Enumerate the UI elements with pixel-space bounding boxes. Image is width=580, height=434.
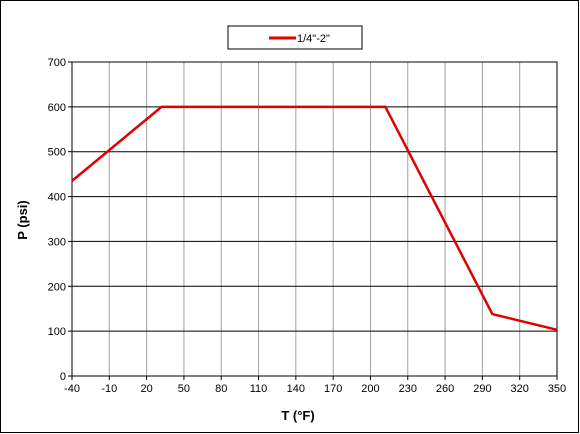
x-tick-label: 50 xyxy=(178,383,190,395)
x-tick-label: 170 xyxy=(324,383,342,395)
y-tick-label: 100 xyxy=(48,326,66,338)
y-tick-label: 700 xyxy=(48,57,66,69)
y-tick-label: 300 xyxy=(48,236,66,248)
series-layer xyxy=(71,105,558,332)
x-tick-label: -40 xyxy=(64,383,80,395)
x-tick-label: 230 xyxy=(399,383,417,395)
x-tick-label: 260 xyxy=(436,383,454,395)
x-tick-label: 290 xyxy=(473,383,491,395)
y-tick-labels: 0 100 200 300 400 500 600 700 xyxy=(48,57,66,383)
x-tick-labels: -40 -10 20 50 80 110 140 170 200 230 260 290 320 350 xyxy=(64,383,566,395)
x-tick-label: 140 xyxy=(287,383,305,395)
legend: 1/4"-2" xyxy=(227,25,363,50)
x-tick-label: 200 xyxy=(361,383,379,395)
x-tick-label: 350 xyxy=(548,383,566,395)
y-tick-label: 500 xyxy=(48,147,66,159)
x-axis-title: T (°F) xyxy=(281,408,314,423)
x-tick-label: 20 xyxy=(140,383,152,395)
vertical-gridlines xyxy=(71,62,558,380)
x-tick-label: 320 xyxy=(511,383,529,395)
legend-label: 1/4"-2" xyxy=(297,33,330,45)
series-line xyxy=(71,105,558,332)
y-tick-label: 400 xyxy=(48,192,66,204)
y-axis-title: P (psi) xyxy=(15,200,30,240)
y-tick-label: 600 xyxy=(48,102,66,114)
x-tick-label: 80 xyxy=(215,383,227,395)
y-tick-label: 0 xyxy=(60,371,66,383)
y-tick-label: 200 xyxy=(48,281,66,293)
x-tick-label: -10 xyxy=(101,383,117,395)
plot-area xyxy=(71,61,558,377)
x-tick-label: 110 xyxy=(250,383,268,395)
